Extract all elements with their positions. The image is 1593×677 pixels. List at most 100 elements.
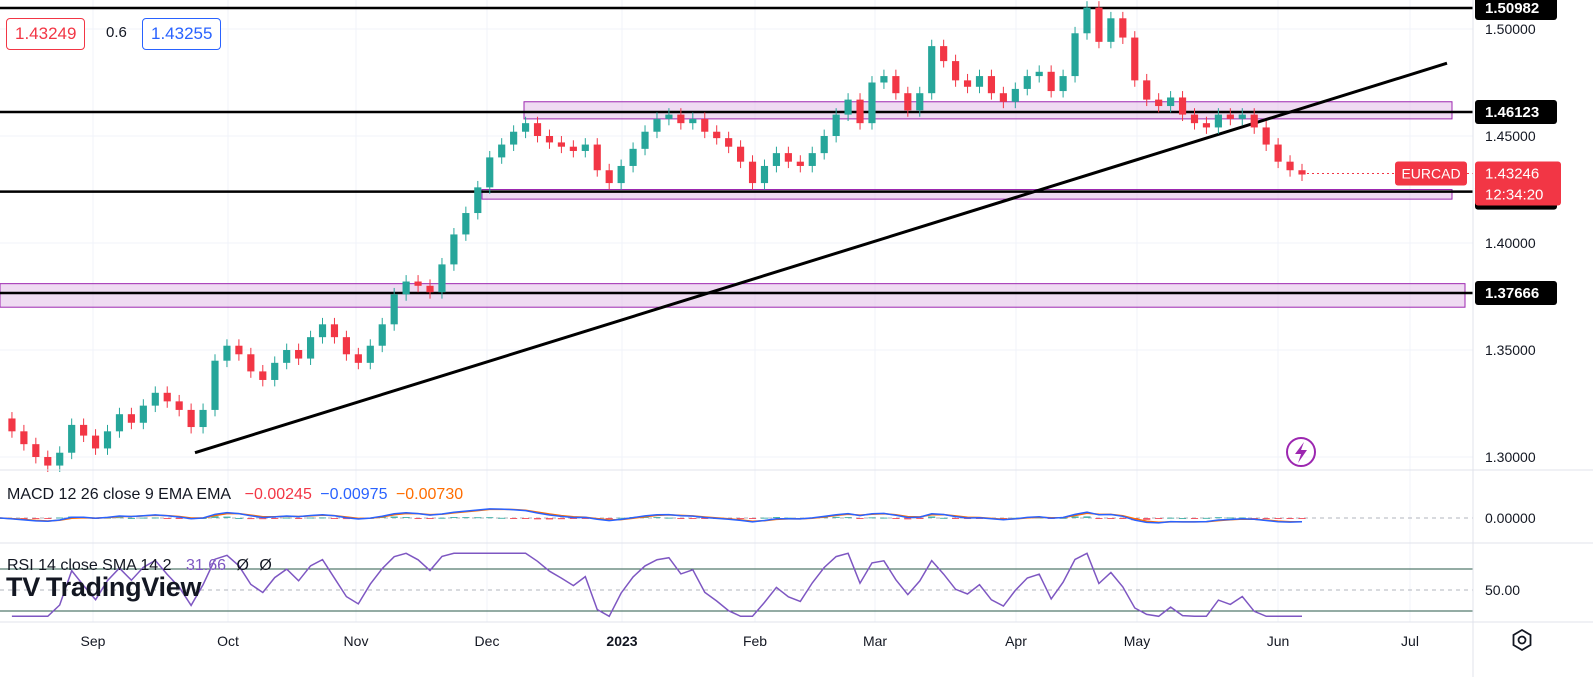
macd-histogram-bar	[545, 518, 554, 520]
candle-body	[402, 281, 410, 295]
candles	[8, 1, 1473, 472]
macd-histogram-bar	[1119, 518, 1127, 519]
candle-body	[462, 213, 470, 235]
tradingview-logo-text: TradingView	[45, 572, 202, 602]
macd-histogram-bar	[760, 517, 769, 519]
macd-histogram-bar	[271, 518, 279, 519]
candle-body	[318, 324, 327, 338]
macd-histogram-bar	[904, 518, 912, 520]
symbol-tag: EURCAD	[1401, 166, 1460, 182]
macd-histogram-bar	[115, 517, 124, 519]
time-axis[interactable]: Sep Oct Nov Dec 2023 Feb Mar Apr May Jun Jul	[81, 633, 1419, 649]
macd-histogram-bar	[952, 518, 960, 520]
macd-histogram-bar	[56, 517, 64, 519]
candle-body	[390, 294, 398, 325]
trendline-layer	[194, 61, 1448, 455]
candle-body	[1155, 99, 1163, 107]
lightning-icon[interactable]	[1286, 437, 1316, 467]
price-axis[interactable]: 1.30000 1.35000 1.40000 1.45000 1.50000 0.000…	[1485, 21, 1536, 598]
candle-body	[880, 76, 888, 83]
candle-body	[916, 93, 924, 111]
macd-histogram-bar	[450, 517, 458, 519]
bid-price[interactable]: 1.43249	[6, 18, 86, 50]
macd-histogram-bar	[1226, 517, 1234, 519]
macd-histogram-bar	[151, 517, 159, 519]
macd-hist-value: −0.00245	[244, 486, 312, 503]
rsi-panel	[0, 552, 1473, 618]
macd-histogram-bar	[1238, 517, 1246, 519]
candle-body	[617, 165, 625, 184]
candle-body	[952, 61, 960, 81]
macd-histogram-bar	[569, 518, 577, 519]
price-tick-label: 1.40000	[1485, 235, 1536, 251]
symbol-tag-bg	[1395, 161, 1467, 186]
candle-body	[1298, 170, 1306, 175]
macd-histogram-bar	[32, 518, 40, 519]
price-tick-label: 1.45000	[1485, 128, 1536, 144]
macd-histogram-bar	[677, 518, 685, 519]
macd-histogram-bar	[247, 518, 255, 520]
macd-histogram-bar	[438, 517, 446, 519]
macd-histogram-bar	[1167, 517, 1175, 519]
macd-histogram-bar	[880, 517, 888, 519]
candle-body	[665, 114, 673, 119]
macd-histogram-bar	[211, 516, 219, 518]
time-tick-label: Feb	[743, 633, 767, 649]
ask-price[interactable]: 1.43255	[142, 18, 222, 50]
macd-legend[interactable]: MACD 12 26 close 9 EMA EMA −0.00245 −0.0…	[7, 486, 463, 504]
candle-body	[701, 118, 709, 132]
hline-label-top-bg	[1475, 0, 1557, 20]
macd-histogram-bar	[390, 516, 398, 518]
candle-body	[115, 414, 124, 432]
candle-body	[80, 424, 88, 436]
candle-body	[581, 144, 589, 151]
candle-body	[498, 144, 506, 158]
candle-body	[510, 131, 518, 145]
sr-zone	[0, 283, 1466, 308]
tradingview-logo-mark: TV	[6, 572, 40, 602]
tradingview-logo[interactable]: TV TradingView	[6, 572, 201, 603]
macd-histogram-bar	[868, 517, 876, 519]
candle-body	[235, 345, 243, 355]
macd-histogram-bar	[844, 517, 852, 519]
macd-histogram-bar	[139, 517, 147, 519]
candle-body	[653, 118, 661, 132]
rsi-sma-value: Ø	[236, 557, 249, 574]
gear-icon[interactable]	[1510, 628, 1534, 652]
candle-body	[593, 144, 601, 171]
candle-body	[737, 146, 745, 162]
hline-label-1-bg	[1475, 99, 1557, 124]
candle-body	[247, 354, 255, 372]
candle-body	[175, 401, 183, 410]
macd-histogram-bar	[498, 517, 506, 519]
price-tick-label: 1.35000	[1485, 342, 1536, 358]
macd-signal-value: −0.00730	[395, 486, 464, 503]
macd-panel	[0, 508, 1473, 524]
candle-body	[725, 138, 733, 147]
time-tick-label: Jun	[1267, 633, 1290, 649]
candle-body	[1238, 114, 1246, 119]
macd-histogram-bar	[533, 518, 542, 520]
candle-body	[940, 46, 948, 62]
macd-histogram-bar	[1298, 518, 1306, 519]
candle-body	[748, 161, 757, 184]
candle-body	[605, 170, 613, 184]
macd-histogram-bar	[318, 517, 327, 519]
macd-histogram-bar	[1071, 516, 1079, 518]
candle-body	[259, 371, 267, 380]
candle-body	[342, 337, 350, 355]
macd-histogram-bar	[1143, 518, 1151, 520]
candle-body	[856, 99, 864, 124]
candle-body	[32, 444, 40, 457]
candle-body	[295, 350, 303, 359]
candle-body	[999, 93, 1007, 102]
candle-body	[271, 362, 279, 380]
macd-histogram-bar	[737, 518, 745, 519]
candle-body	[1119, 18, 1127, 38]
candle-body	[677, 114, 685, 124]
macd-histogram-bar	[665, 517, 673, 519]
rsi-legend[interactable]: RSI 14 close SMA 14 2 31.66 Ø Ø	[7, 557, 272, 575]
candle-body	[366, 345, 374, 363]
candle-body	[545, 136, 554, 143]
